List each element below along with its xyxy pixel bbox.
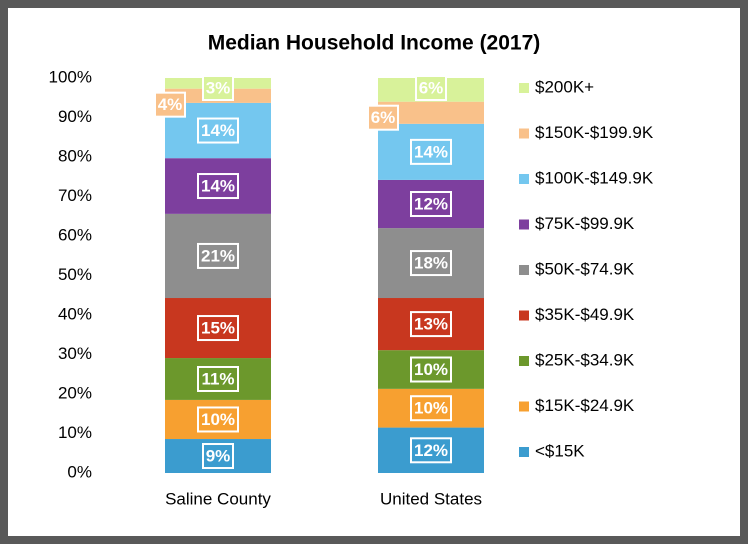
value-label: 12% bbox=[414, 441, 448, 460]
value-label: 12% bbox=[414, 194, 448, 213]
value-label: 10% bbox=[414, 360, 448, 379]
chart-title: Median Household Income (2017) bbox=[208, 32, 541, 55]
legend-label: $50K-$74.9K bbox=[535, 259, 635, 278]
y-tick-label: 30% bbox=[58, 344, 92, 363]
value-label: 14% bbox=[201, 121, 235, 140]
value-label: 14% bbox=[201, 177, 235, 196]
legend-label: $100K-$149.9K bbox=[535, 168, 654, 187]
value-label-box bbox=[197, 315, 239, 342]
legend-marker bbox=[519, 83, 529, 93]
y-tick-label: 90% bbox=[58, 107, 92, 126]
y-tick-label: 80% bbox=[58, 146, 92, 165]
legend-marker bbox=[519, 219, 529, 230]
value-label: 6% bbox=[371, 108, 396, 127]
value-label: 10% bbox=[201, 410, 235, 429]
value-label-box bbox=[202, 75, 234, 101]
value-label: 3% bbox=[206, 78, 231, 97]
value-label-box bbox=[410, 437, 452, 464]
legend-label: $35K-$49.9K bbox=[535, 305, 635, 324]
value-label-box bbox=[410, 311, 452, 338]
value-label: 9% bbox=[206, 446, 231, 465]
value-label-box bbox=[367, 104, 399, 131]
y-tick-label: 40% bbox=[58, 304, 92, 323]
legend-marker bbox=[519, 310, 529, 321]
legend-label: $75K-$99.9K bbox=[535, 214, 635, 233]
legend-marker bbox=[519, 356, 529, 366]
x-tick-label: Saline County bbox=[165, 489, 271, 508]
value-label-box bbox=[410, 250, 452, 277]
y-tick-label: 20% bbox=[58, 383, 92, 402]
value-label: 10% bbox=[414, 399, 448, 418]
value-label-box bbox=[410, 356, 452, 383]
value-label-box bbox=[197, 406, 239, 433]
value-label-box bbox=[410, 138, 452, 165]
value-label-box bbox=[197, 173, 239, 200]
legend-marker bbox=[519, 447, 529, 457]
value-label-box bbox=[197, 365, 239, 392]
legend-label: <$15K bbox=[535, 441, 585, 460]
value-label-box bbox=[410, 395, 452, 422]
value-label-box bbox=[410, 191, 452, 218]
value-label: 15% bbox=[201, 319, 235, 338]
y-tick-label: 0% bbox=[67, 462, 92, 481]
value-label: 6% bbox=[419, 78, 444, 97]
legend-marker bbox=[519, 128, 529, 139]
y-tick-label: 70% bbox=[58, 186, 92, 205]
value-label: 21% bbox=[201, 246, 235, 265]
y-tick-label: 10% bbox=[58, 423, 92, 442]
legend-marker bbox=[519, 401, 529, 412]
bar-segment bbox=[378, 101, 484, 124]
value-label: 4% bbox=[158, 95, 183, 114]
y-tick-label: 60% bbox=[58, 225, 92, 244]
value-label: 11% bbox=[201, 369, 234, 388]
value-label-box bbox=[202, 443, 234, 470]
legend-label: $15K-$24.9K bbox=[535, 396, 635, 415]
y-tick-label: 50% bbox=[58, 265, 92, 284]
value-label: 14% bbox=[414, 142, 448, 161]
value-label-box bbox=[415, 75, 447, 101]
legend-label: $25K-$34.9K bbox=[535, 350, 635, 369]
legend-label: $200K+ bbox=[535, 77, 594, 96]
x-tick-label: United States bbox=[380, 489, 482, 508]
value-label: 13% bbox=[414, 315, 448, 334]
legend-marker bbox=[519, 265, 529, 275]
value-label-box bbox=[197, 117, 239, 144]
value-label-box bbox=[154, 91, 186, 118]
value-label-box bbox=[197, 242, 239, 269]
value-label: 18% bbox=[414, 254, 448, 273]
y-tick-label: 100% bbox=[49, 67, 92, 86]
legend-label: $150K-$199.9K bbox=[535, 123, 654, 142]
legend-marker bbox=[519, 174, 529, 184]
